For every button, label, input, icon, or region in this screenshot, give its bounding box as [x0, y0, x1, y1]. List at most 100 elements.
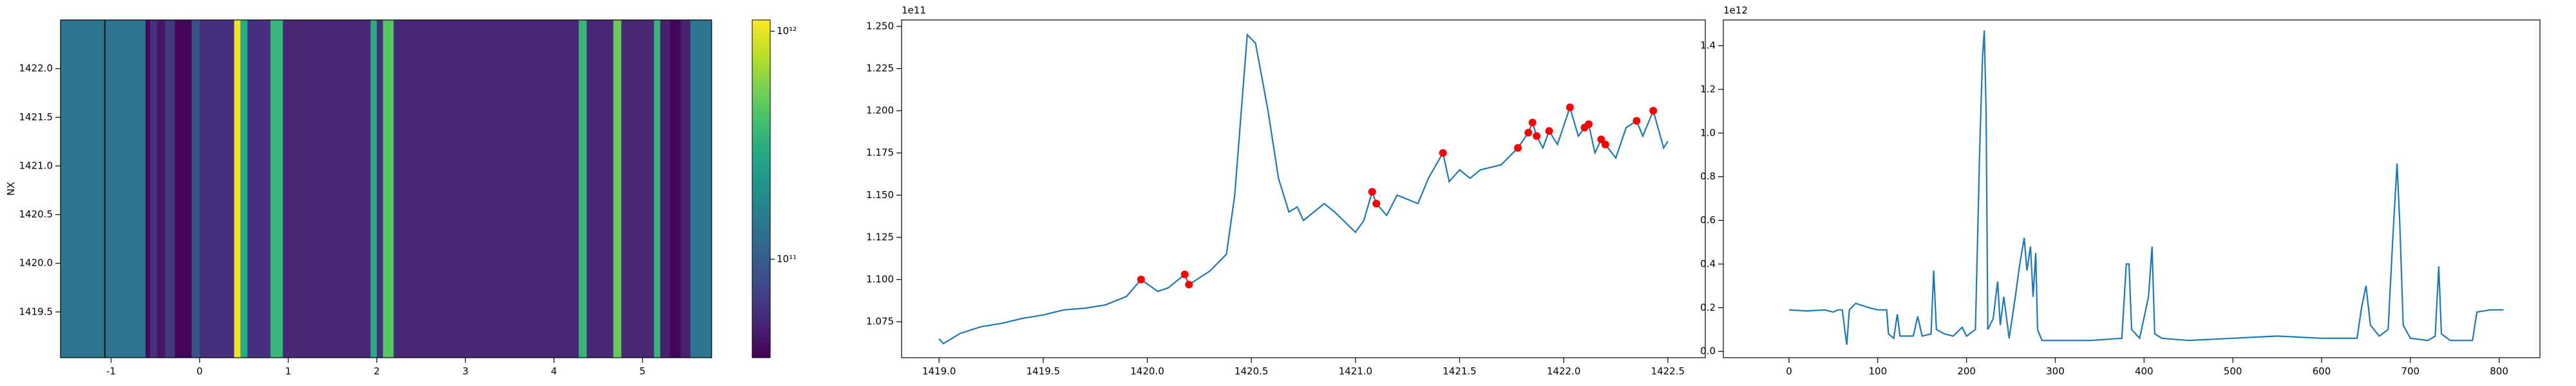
heatmap-cell: [61, 20, 146, 358]
offset-label: 1e12: [1723, 5, 1748, 16]
panel: 1e11 1419.0 1419.5 1420.0 1420.5 1421.0 1421.5…: [866, 5, 1706, 377]
y-tick-label: 0.2: [1700, 302, 1716, 313]
x-tick-label: 0: [1786, 365, 1792, 377]
heatmap-cell: [234, 20, 241, 358]
x-tick-label: 400: [2135, 365, 2154, 377]
x-tick-label: 1421.0: [1339, 365, 1373, 377]
y-axis-label: NX: [5, 182, 17, 196]
x-tick-label: 1422.0: [1547, 365, 1581, 377]
x-tick-label: 1420.5: [1235, 365, 1269, 377]
data-point: [1633, 116, 1641, 125]
data-point: [1566, 103, 1574, 111]
heatmap-cell: [654, 20, 661, 358]
x-tick-label: 1421.5: [1443, 365, 1477, 377]
x-tick-label: 100: [1868, 365, 1887, 377]
heatmap-cell: [149, 20, 158, 358]
y-tick-label: 1.100: [866, 273, 894, 285]
heatmap-cell: [370, 20, 377, 358]
x-tick-label: 5: [639, 365, 646, 377]
heatmap-cell: [587, 20, 614, 358]
x-tick-label: 0: [196, 365, 203, 377]
axes-frame: [1723, 19, 2541, 358]
x-tick-label: 200: [1957, 365, 1976, 377]
x-tick-label: 1419.5: [1027, 365, 1061, 377]
y-tick-label: 1.2: [1700, 83, 1716, 95]
data-point: [1545, 127, 1553, 135]
x-tick-label: 1422.5: [1651, 365, 1685, 377]
x-tick-label: -1: [106, 365, 116, 377]
heatmap-cell: [247, 20, 271, 358]
x-tick-label: 1: [285, 365, 292, 377]
y-tick-label: 1.175: [866, 147, 894, 158]
x-tick-label: 3: [462, 365, 469, 377]
axes-frame: [901, 19, 1706, 358]
panel: NX 10¹¹ 10¹² -1 0 1 2 3 4 5 1419.5 1420.0 1420.5 1421…: [5, 19, 797, 377]
x-tick-label: 700: [2401, 365, 2420, 377]
axes-frame: [60, 19, 712, 358]
heatmap-cell: [270, 20, 283, 358]
heatmap-cell: [156, 20, 166, 358]
colorbar-tick-label: 10¹²: [777, 25, 797, 37]
y-tick-label: 1.200: [866, 105, 894, 116]
x-tick-label: 800: [2490, 365, 2508, 377]
x-tick-label: 600: [2313, 365, 2331, 377]
data-point: [1514, 143, 1522, 152]
y-tick-label: 1421.0: [19, 160, 53, 171]
heatmap-cell: [146, 20, 151, 358]
heatmap-cell: [377, 20, 384, 358]
y-tick-label: 1420.5: [19, 208, 53, 220]
heatmap-cell: [660, 20, 670, 358]
panel: 1e12 0 100 200 300 400 500 600 700 800 0.0 0.2 0.4 0.…: [1700, 5, 2541, 377]
y-tick-label: 0.0: [1700, 345, 1716, 357]
heatmap-cell: [191, 20, 200, 358]
y-tick-label: 1420.0: [19, 257, 53, 269]
y-tick-label: 1.225: [866, 62, 894, 74]
y-tick-label: 1.0: [1700, 127, 1716, 138]
data-point: [1185, 280, 1193, 289]
data-point: [1524, 129, 1533, 137]
data-line: [1788, 30, 2504, 345]
x-tick-label: 1420.0: [1130, 365, 1164, 377]
data-point: [1649, 107, 1658, 115]
data-point: [1372, 199, 1381, 208]
x-tick-label: 2: [374, 365, 380, 377]
heatmap-cell: [621, 20, 655, 358]
x-tick-label: 4: [551, 365, 557, 377]
heatmap-cell: [680, 20, 691, 358]
heatmap-cell: [670, 20, 681, 358]
y-tick-label: 1.075: [866, 316, 894, 327]
y-tick-label: 0.8: [1700, 170, 1716, 182]
data-point: [1584, 120, 1593, 129]
data-point: [1439, 149, 1447, 157]
heatmap-cell: [690, 20, 712, 358]
heatmap-cell: [283, 20, 371, 358]
x-tick-label: 1419.0: [922, 365, 956, 377]
heatmap-cell: [383, 20, 394, 358]
y-tick-label: 0.6: [1700, 214, 1716, 226]
data-point: [1533, 132, 1541, 140]
colorbar-tick-label: 10¹¹: [777, 253, 797, 264]
x-tick-label: 500: [2224, 365, 2242, 377]
data-line: [938, 33, 1669, 345]
heatmap-cell: [165, 20, 175, 358]
y-tick-label: 1422.0: [19, 62, 53, 74]
offset-label: 1e11: [902, 5, 926, 16]
heatmap-cell: [613, 20, 622, 358]
data-point: [1368, 188, 1376, 196]
y-tick-label: 1.125: [866, 231, 894, 243]
data-point: [1137, 275, 1145, 284]
y-tick-label: 1419.5: [19, 306, 53, 317]
y-tick-label: 1.4: [1700, 40, 1716, 51]
y-tick-label: 1.250: [866, 20, 894, 32]
data-point: [1180, 270, 1189, 279]
heatmap-cell: [199, 20, 235, 358]
colorbar: [752, 19, 771, 358]
heatmap-cell: [393, 20, 580, 358]
y-tick-label: 1421.5: [19, 111, 53, 123]
x-tick-label: 300: [2046, 365, 2065, 377]
y-tick-label: 1.150: [866, 189, 894, 201]
y-tick-label: 0.4: [1700, 258, 1716, 270]
heatmap-cell: [175, 20, 193, 358]
